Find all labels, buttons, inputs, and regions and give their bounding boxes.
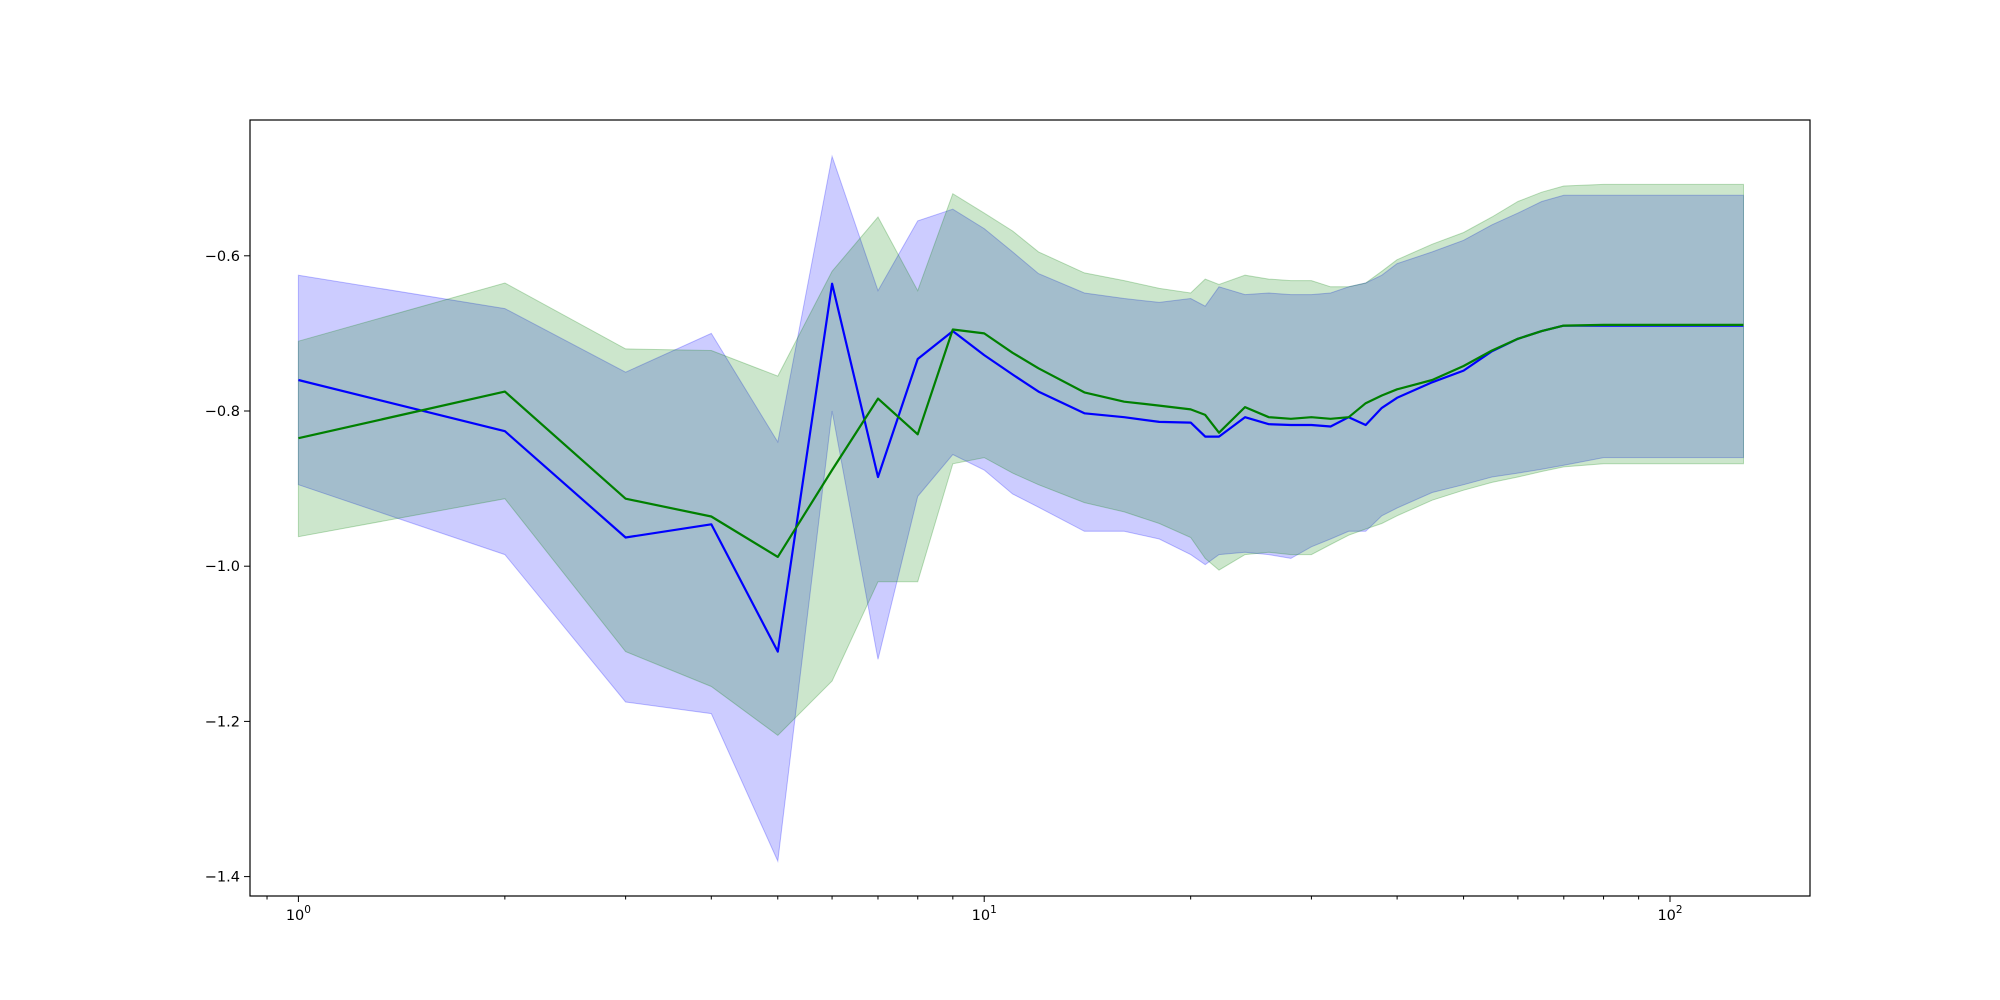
plot-frame bbox=[249, 119, 1811, 897]
series-1-band bbox=[297, 154, 1744, 863]
y-tick-label: −1.2 bbox=[205, 714, 240, 730]
series-2-band bbox=[297, 183, 1744, 737]
x-axis: 100 101 102 bbox=[266, 896, 1683, 924]
series-2-line bbox=[298, 323, 1744, 559]
x-tick-label: 101 bbox=[972, 904, 997, 924]
confidence-bands bbox=[297, 154, 1744, 863]
x-tick-label: 100 bbox=[286, 904, 311, 924]
x-tick-label: 102 bbox=[1657, 904, 1682, 924]
y-tick-label: −1.0 bbox=[205, 559, 240, 575]
y-tick-label: −0.8 bbox=[205, 404, 240, 420]
y-axis: −1.4 −1.2 −1.0 −0.8 −0.6 bbox=[205, 249, 250, 886]
y-tick-label: −1.4 bbox=[205, 870, 240, 886]
y-tick-label: −0.6 bbox=[205, 249, 240, 265]
series-lines bbox=[298, 282, 1744, 653]
